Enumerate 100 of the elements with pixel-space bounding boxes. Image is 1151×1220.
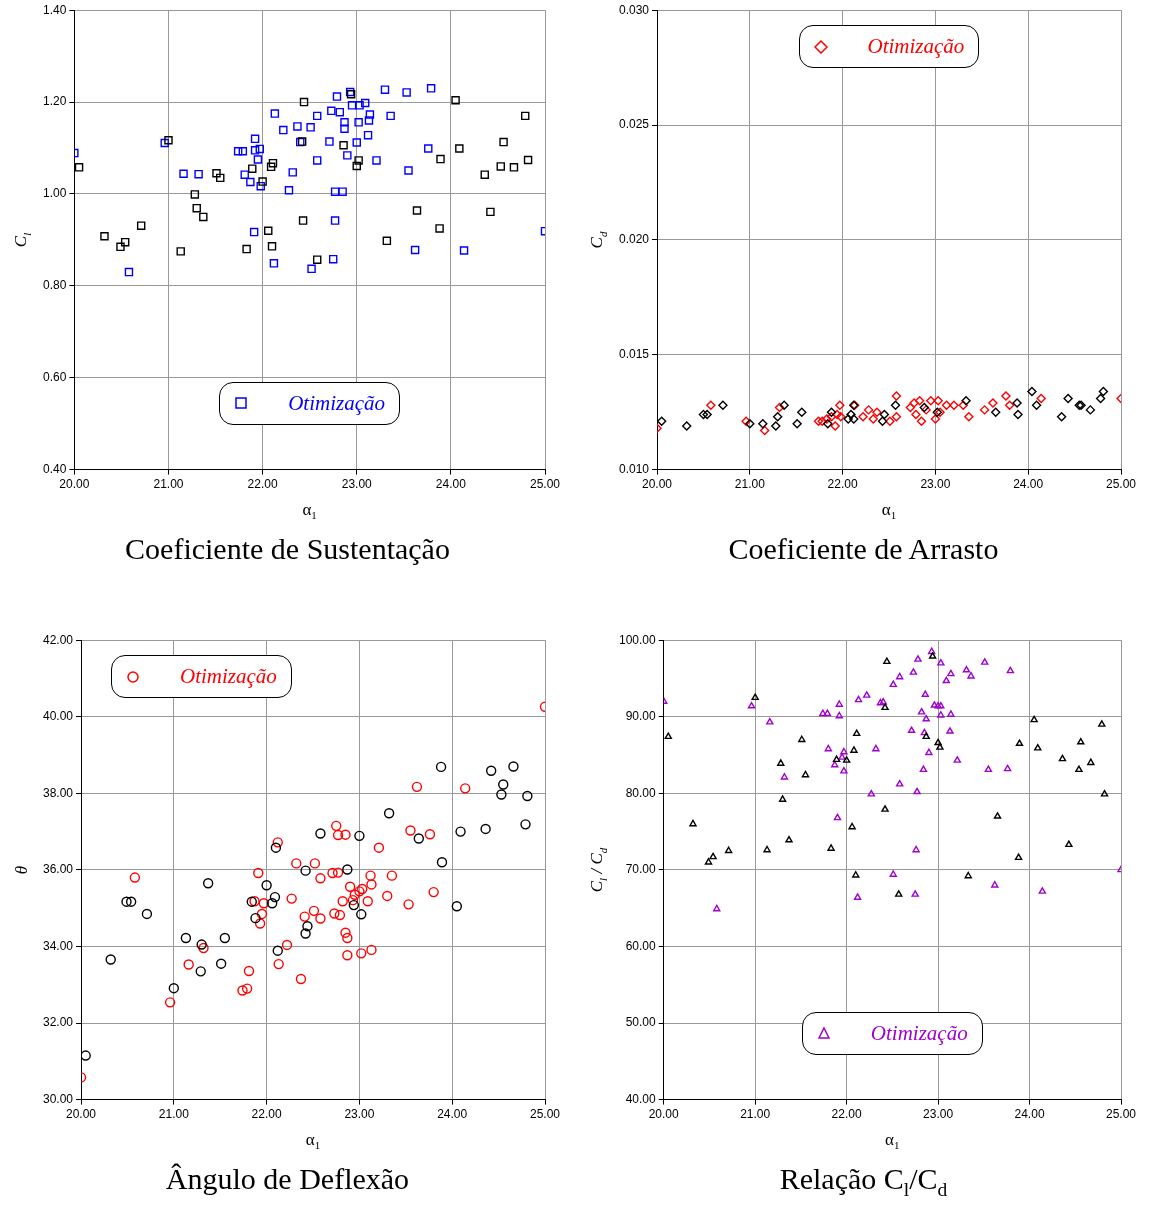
text: Ângulo de Deflexão xyxy=(164,1162,411,1196)
point xyxy=(872,744,880,752)
y-tick-label: 0.015 xyxy=(619,347,650,362)
point xyxy=(840,766,848,774)
y-tick-label: 0.010 xyxy=(619,461,650,476)
point xyxy=(835,700,844,707)
point xyxy=(340,829,351,840)
y-tick-label: 42.00 xyxy=(43,632,74,647)
legend-label: Otimização xyxy=(180,664,277,690)
point xyxy=(105,954,116,965)
x-tick-label: 24.00 xyxy=(437,1107,468,1122)
point xyxy=(412,206,422,215)
point xyxy=(509,163,519,172)
point xyxy=(921,690,930,698)
point xyxy=(340,118,349,127)
point xyxy=(363,130,373,140)
point xyxy=(1058,754,1067,762)
point xyxy=(279,125,288,135)
point xyxy=(342,864,353,875)
point xyxy=(964,412,974,422)
point xyxy=(713,904,721,912)
point xyxy=(382,890,393,902)
point xyxy=(993,812,1002,819)
point xyxy=(496,162,505,171)
point xyxy=(343,151,352,160)
point xyxy=(936,743,944,750)
point xyxy=(522,790,533,802)
point xyxy=(961,395,971,406)
point xyxy=(885,416,895,427)
point xyxy=(295,973,307,985)
point xyxy=(916,416,927,427)
point xyxy=(299,97,309,107)
point xyxy=(332,829,344,841)
point xyxy=(120,237,130,247)
point xyxy=(499,137,508,147)
point xyxy=(980,658,989,665)
point xyxy=(354,118,363,127)
point xyxy=(1036,393,1046,404)
point xyxy=(284,186,294,195)
point xyxy=(1075,765,1083,773)
y-tick-label: 0.60 xyxy=(43,370,67,385)
legend-label: Otimização xyxy=(870,1020,968,1046)
y-axis-title: θ xyxy=(12,865,32,875)
y-tick-label: 90.00 xyxy=(625,709,657,724)
point xyxy=(853,893,862,900)
point xyxy=(183,959,194,970)
point xyxy=(1001,391,1011,401)
point xyxy=(403,899,414,910)
y-tick-label: 1.00 xyxy=(43,186,67,201)
point xyxy=(706,400,716,410)
point xyxy=(342,950,353,961)
point xyxy=(246,177,255,187)
point xyxy=(272,837,283,848)
point xyxy=(920,728,929,736)
point xyxy=(801,770,810,778)
point xyxy=(435,761,447,773)
x-tick-label: 21.00 xyxy=(734,477,766,492)
point xyxy=(404,166,413,175)
point xyxy=(1003,764,1012,772)
point xyxy=(868,414,878,424)
point xyxy=(315,913,326,924)
point xyxy=(798,735,806,743)
point xyxy=(984,765,993,773)
point xyxy=(872,407,882,417)
point xyxy=(366,879,377,890)
point xyxy=(266,898,278,909)
point xyxy=(354,830,365,842)
y-tick-label: 38.00 xyxy=(43,785,74,800)
point xyxy=(436,857,448,868)
y-tick-label: 0.030 xyxy=(619,2,650,17)
point xyxy=(724,846,733,854)
point xyxy=(496,789,507,800)
point xyxy=(926,395,936,406)
point xyxy=(243,965,255,977)
point xyxy=(785,835,793,843)
point xyxy=(190,190,200,199)
point xyxy=(863,405,874,415)
point xyxy=(249,227,259,237)
point xyxy=(822,414,832,424)
point xyxy=(386,111,395,121)
y-tick-label: 1.20 xyxy=(43,94,67,109)
x-tick-label: 22.00 xyxy=(831,1107,862,1122)
point xyxy=(255,144,265,154)
point xyxy=(1077,737,1085,745)
point xyxy=(991,881,999,888)
point xyxy=(863,691,871,698)
x-tick-label: 20.00 xyxy=(642,477,673,492)
text: Coeficiente de Sustentação xyxy=(124,532,451,566)
point xyxy=(758,418,768,429)
point xyxy=(352,138,361,147)
point xyxy=(436,154,445,164)
x-tick-label: 20.00 xyxy=(66,1107,97,1122)
point xyxy=(240,170,249,179)
point xyxy=(824,744,833,752)
point xyxy=(342,932,353,944)
point xyxy=(362,896,373,907)
text: Relação C$_{l}$/C$_{d}$ xyxy=(778,1162,949,1201)
point xyxy=(485,765,497,776)
point xyxy=(927,647,936,655)
point xyxy=(889,680,897,688)
